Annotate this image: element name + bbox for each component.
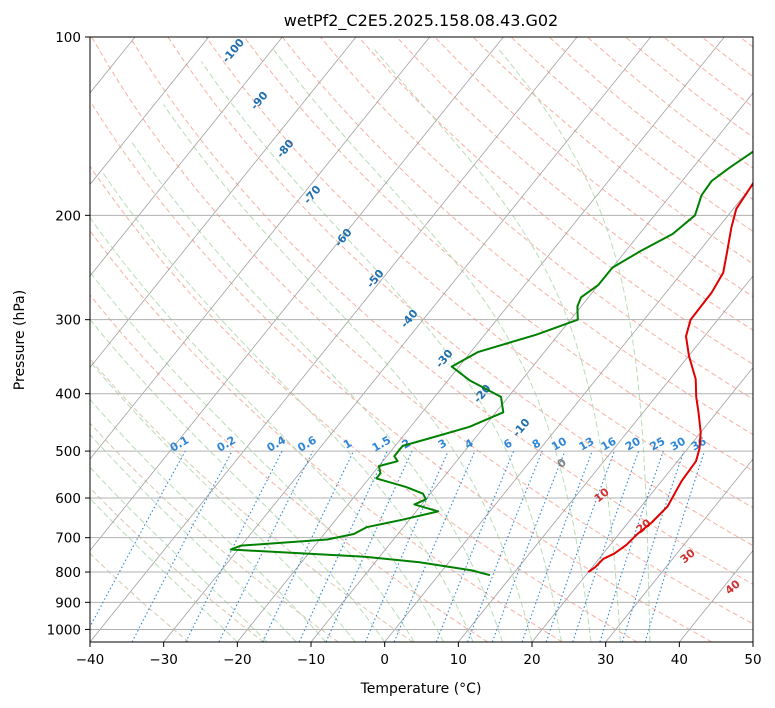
isotherm-line xyxy=(237,37,725,642)
moist-adiabat-line xyxy=(163,104,533,642)
dewpoint-line xyxy=(229,150,753,577)
isotherm-line xyxy=(90,37,578,642)
y-tick-label: 500 xyxy=(55,444,81,460)
dry-adiabat-line xyxy=(90,487,264,642)
y-tick-label: 100 xyxy=(55,30,81,46)
mixing-ratio-line xyxy=(435,450,515,642)
mixing-ratio-line xyxy=(545,450,615,642)
dry-adiabat-line xyxy=(90,552,190,642)
series-layer xyxy=(229,150,753,577)
x-tick-label: 20 xyxy=(523,652,540,668)
x-tick-label: −10 xyxy=(297,652,326,668)
temperature-line xyxy=(587,181,753,573)
y-tick-label: 600 xyxy=(55,491,81,507)
moist-adiabat-line xyxy=(90,466,268,642)
x-axis-title: Temperature (°C) xyxy=(360,681,482,697)
y-tick-label: 800 xyxy=(55,565,81,581)
grid-layer xyxy=(90,37,753,642)
y-tick-label: 400 xyxy=(55,387,81,403)
moist-adiabat-line xyxy=(498,49,651,642)
isotherm-line xyxy=(90,37,283,277)
dry-adiabat-line xyxy=(129,37,753,585)
dry-adiabat-line xyxy=(91,37,753,625)
dry-adiabat-line xyxy=(396,37,753,331)
y-tick-label: 700 xyxy=(55,531,81,547)
dry-adiabat-line xyxy=(205,37,753,509)
x-axis: −40 −30 −20 −10 0 10 20 30 40 50 xyxy=(76,642,762,668)
dry-adiabat-line xyxy=(90,422,339,642)
dry-adiabat-line xyxy=(90,99,712,642)
y-axis: 100 200 300 400 500 600 700 800 900 1000 xyxy=(47,30,90,638)
mixing-ratio-line xyxy=(466,450,543,642)
isotherm-line xyxy=(458,275,753,642)
isotherm-line xyxy=(605,458,753,642)
isotherm-line xyxy=(310,92,753,642)
dry-adiabat-line xyxy=(167,37,753,547)
y-tick-label: 300 xyxy=(55,313,81,329)
dry-adiabat-line xyxy=(90,294,488,642)
x-tick-label: −20 xyxy=(223,652,252,668)
isotherm-line xyxy=(163,37,652,642)
x-tick-label: 40 xyxy=(671,652,688,668)
isotherm-line xyxy=(90,37,504,552)
moist-adiabat-line xyxy=(90,318,386,642)
x-tick-label: 30 xyxy=(597,652,614,668)
plot-frame xyxy=(89,36,754,643)
mixing-ratio-line xyxy=(218,450,314,642)
x-tick-label: 0 xyxy=(380,652,389,668)
mixing-ratio-line xyxy=(364,450,449,642)
moist-adiabat-line xyxy=(200,61,562,642)
x-tick-label: 50 xyxy=(744,652,761,668)
mixing-ratio-line xyxy=(325,450,413,642)
moist-adiabat-line xyxy=(90,497,238,642)
moist-adiabat-line xyxy=(273,49,592,642)
mixing-ratio-line xyxy=(599,450,664,642)
isotherm-line xyxy=(531,366,753,642)
mixing-ratio-line xyxy=(491,450,566,642)
dry-adiabat-line xyxy=(358,37,753,365)
isotherm-line xyxy=(90,37,210,186)
moist-adiabat-line xyxy=(102,173,474,642)
y-tick-label: 1000 xyxy=(47,622,81,638)
mixing-ratio-line xyxy=(644,450,706,642)
chart-title: wetPf2_C2E5.2025.158.08.43.G02 xyxy=(284,11,558,31)
y-axis-title: Pressure (hPa) xyxy=(12,290,28,390)
moist-adiabat-line xyxy=(90,360,356,642)
y-tick-label: 900 xyxy=(55,595,81,611)
isotherm-line xyxy=(90,37,431,460)
isotherm-line xyxy=(90,37,357,369)
x-tick-label: −40 xyxy=(76,652,105,668)
isotherm-line xyxy=(384,183,753,642)
moist-adiabat-line xyxy=(90,398,327,642)
mixing-ratio-line xyxy=(185,450,283,642)
moist-adiabat-line xyxy=(90,271,415,642)
mixing-ratio-line xyxy=(572,450,640,642)
dry-adiabat-line xyxy=(281,37,753,436)
moist-adiabat-line xyxy=(374,49,621,642)
x-tick-label: 10 xyxy=(450,652,467,668)
mixing-ratio-line xyxy=(521,450,593,642)
x-tick-label: −30 xyxy=(149,652,178,668)
mixing-ratio-line xyxy=(621,450,685,642)
mixing-ratio-line xyxy=(90,450,186,628)
y-tick-label: 200 xyxy=(55,208,81,224)
mixing-ratio-line xyxy=(131,450,233,642)
dry-adiabat-line xyxy=(243,37,753,472)
moist-adiabat-line xyxy=(90,216,445,642)
